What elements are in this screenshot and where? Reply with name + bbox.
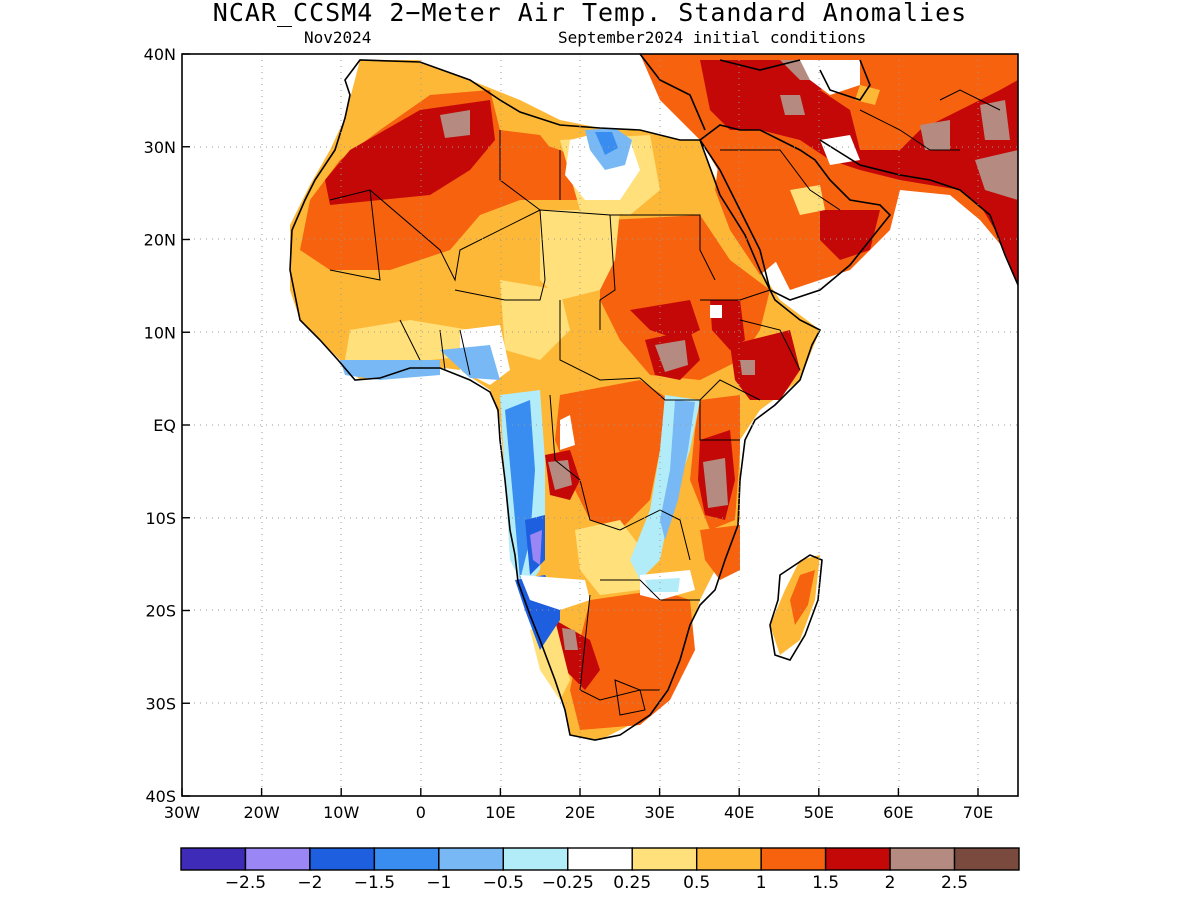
colorbar-tick-label: −0.5 <box>483 873 524 893</box>
colorbar-tick-label: 2 <box>885 873 896 893</box>
colorbar-swatch <box>953 847 1020 871</box>
lat-tick-label: 20S <box>145 602 176 621</box>
country-borders <box>329 89 1001 716</box>
colorbar-swatch <box>180 847 247 871</box>
lon-tick-label: 30W <box>164 803 200 822</box>
colorbar-swatch <box>824 847 891 871</box>
colorbar-tick-label: −1 <box>426 873 451 893</box>
colorbar-tick-label: 1 <box>756 873 767 893</box>
latitude-axis: 40N 30N 20N 10N EQ 10S 20S 30S 40S <box>144 45 190 806</box>
lon-tick-label: 10E <box>485 803 515 822</box>
colorbar-swatch <box>695 847 762 871</box>
colorbar-tick-label: 1.5 <box>812 873 839 893</box>
colorbar: −2.5 −2 −1.5 −1 −0.5 −0.25 0.25 0.5 1 1.5 2 2.5 <box>180 847 1020 893</box>
colorbar-tick-label: 0.5 <box>683 873 710 893</box>
colorbar-tick-label: 0.25 <box>613 873 651 893</box>
lat-tick-label: EQ <box>153 416 176 435</box>
shaded-field <box>290 54 1018 740</box>
lon-tick-label: 10W <box>323 803 359 822</box>
colorbar-tick-label: 2.5 <box>941 873 968 893</box>
longitude-axis: 30W 20W 10W 0 10E 20E 30E 40E 50E 60E 70E <box>164 788 993 822</box>
lon-tick-label: 30E <box>644 803 674 822</box>
lat-tick-label: 30S <box>145 694 176 713</box>
map-title: NCAR_CCSM4 2−Meter Air Temp. Standard An… <box>212 0 968 27</box>
colorbar-swatch <box>567 847 633 871</box>
colorbar-swatch <box>760 847 827 871</box>
colorbar-tick-label: −2 <box>297 873 322 893</box>
lat-tick-label: 10S <box>145 509 176 528</box>
lat-tick-label: 10N <box>144 323 176 342</box>
gridlines <box>182 54 1018 796</box>
colorbar-swatch <box>244 847 311 871</box>
lon-tick-label: 50E <box>804 803 834 822</box>
lat-tick-label: 30N <box>144 138 176 157</box>
colorbar-swatch <box>889 847 956 871</box>
coastlines <box>289 54 1018 741</box>
colorbar-tick-label: −0.25 <box>542 873 594 893</box>
colorbar-swatch <box>502 847 569 871</box>
colorbar-swatch <box>373 847 440 871</box>
initial-conditions: September2024 initial conditions <box>558 28 867 47</box>
forecast-month: Nov2024 <box>304 28 372 47</box>
lon-tick-label: 40E <box>724 803 754 822</box>
colorbar-swatch <box>631 847 698 871</box>
colorbar-tick-label: −1.5 <box>354 873 395 893</box>
lon-tick-label: 70E <box>963 803 993 822</box>
lat-tick-label: 20N <box>144 231 176 250</box>
lon-tick-label: 20E <box>565 803 595 822</box>
colorbar-tick-label: −2.5 <box>225 873 266 893</box>
lon-tick-label: 20W <box>244 803 280 822</box>
lon-tick-label: 0 <box>416 803 426 822</box>
lat-tick-label: 40S <box>145 787 176 806</box>
lon-tick-label: 60E <box>883 803 913 822</box>
lat-tick-label: 40N <box>144 45 176 64</box>
colorbar-swatch <box>309 847 376 871</box>
colorbar-swatch <box>438 847 505 871</box>
